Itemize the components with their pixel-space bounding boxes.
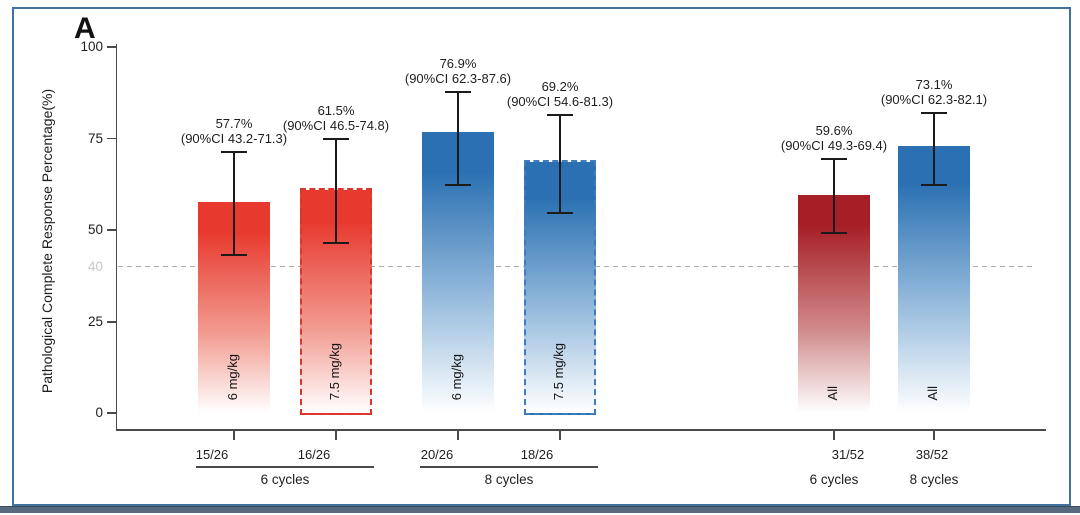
bar-dose-label: 6 mg/kg — [449, 353, 464, 401]
y-axis-line — [115, 44, 118, 431]
error-bar-cap-bottom — [221, 254, 247, 256]
error-bar — [933, 112, 935, 186]
bar-4-fill — [524, 159, 596, 416]
y-tick — [107, 229, 116, 231]
bar-dose-label: 7.5 mg/kg — [551, 343, 566, 401]
bar-value-label: 73.1% — [915, 76, 953, 92]
x-tick — [233, 430, 235, 440]
bar-count-label: 20/26 — [420, 447, 454, 462]
error-bar-cap-bottom — [921, 184, 947, 187]
error-bar-cap-top — [547, 114, 573, 117]
error-bar-cap-top — [921, 111, 947, 114]
bar-dose-label: All — [925, 385, 940, 401]
bar-dose-label: All — [825, 385, 840, 401]
bar-ci-label: (90%CI 62.3-87.6) — [404, 71, 512, 87]
bar-count-label: 18/26 — [520, 447, 554, 462]
error-bar — [457, 92, 459, 186]
bar-value-label: 76.9% — [439, 56, 477, 72]
bar-annotation: 73.1% (90%CI 62.3-82.1) — [824, 77, 1044, 107]
group-underline — [196, 466, 374, 468]
bar-annotation: 57.7% (90%CI 43.2-71.3) — [124, 116, 344, 146]
error-bar-cap-bottom — [445, 184, 471, 187]
bar-ci-label: (90%CI 43.2-71.3) — [180, 131, 288, 147]
y-tick-label: 25 — [87, 313, 103, 329]
error-bar-cap-top — [821, 158, 847, 161]
bar-2-fill — [300, 187, 372, 416]
y-tick — [107, 46, 116, 48]
error-bar-cap-top — [221, 151, 247, 154]
bar-value-label: 57.7% — [215, 116, 253, 132]
bar-count-label: 15/26 — [195, 447, 229, 462]
panel-label: A — [74, 12, 97, 45]
y-tick — [107, 320, 116, 323]
y-tick-label: 75 — [87, 130, 103, 146]
bar-value-label: 69.2% — [541, 79, 579, 95]
x-tick — [933, 430, 935, 440]
bar-annotation: 59.6% (90%CI 49.3-69.4) — [724, 123, 944, 153]
x-axis-line — [115, 429, 1046, 432]
bar-dose-label: 6 mg/kg — [225, 353, 240, 401]
x-tick — [335, 430, 337, 440]
x-tick — [457, 430, 459, 440]
y-tick-label: 100 — [80, 39, 103, 54]
bar-value-label: 61.5% — [317, 103, 355, 119]
bar-count-label: 16/26 — [297, 447, 331, 462]
bar-6-fill — [898, 145, 970, 414]
bar-ci-label: (90%CI 62.3-82.1) — [880, 91, 988, 107]
group-label: 6 cycles — [809, 472, 859, 487]
group-label: 8 cycles — [484, 472, 534, 487]
bar-value-label: 59.6% — [815, 123, 853, 139]
error-bar — [833, 159, 835, 233]
error-bar-cap-top — [323, 138, 349, 141]
bar-count-label: 31/52 — [831, 447, 865, 462]
bar-annotation: 76.9% (90%CI 62.3-87.6) — [348, 56, 568, 86]
x-tick — [559, 430, 561, 440]
error-bar — [559, 115, 561, 214]
bar-ci-label: (90%CI 46.5-74.8) — [282, 118, 390, 134]
y-tick-label: 0 — [95, 405, 103, 421]
bar-count-label: 38/52 — [915, 447, 949, 462]
bar-annotation: 61.5% (90%CI 46.5-74.8) — [226, 103, 446, 133]
y-tick-label: 50 — [87, 222, 103, 238]
group-label: 8 cycles — [909, 472, 959, 487]
bar-ci-label: (90%CI 49.3-69.4) — [780, 138, 888, 154]
bar-annotation: 69.2% (90%CI 54.6-81.3) — [450, 79, 670, 109]
group-label: 6 cycles — [260, 472, 310, 487]
group-underline — [420, 466, 598, 468]
error-bar — [233, 152, 235, 255]
x-tick — [833, 430, 835, 440]
reference-line-label: 40 — [87, 258, 103, 274]
bar-ci-label: (90%CI 54.6-81.3) — [506, 94, 614, 110]
bar-dose-label: 7.5 mg/kg — [327, 343, 342, 401]
error-bar-cap-top — [445, 91, 471, 94]
y-tick — [107, 412, 116, 415]
error-bar-cap-bottom — [547, 212, 573, 215]
error-bar-cap-bottom — [821, 231, 847, 234]
slide-border — [12, 7, 1071, 506]
error-bar-cap-bottom — [323, 241, 349, 244]
y-tick — [107, 137, 116, 140]
bottom-divider-bar — [0, 506, 1080, 513]
error-bar — [335, 139, 337, 243]
